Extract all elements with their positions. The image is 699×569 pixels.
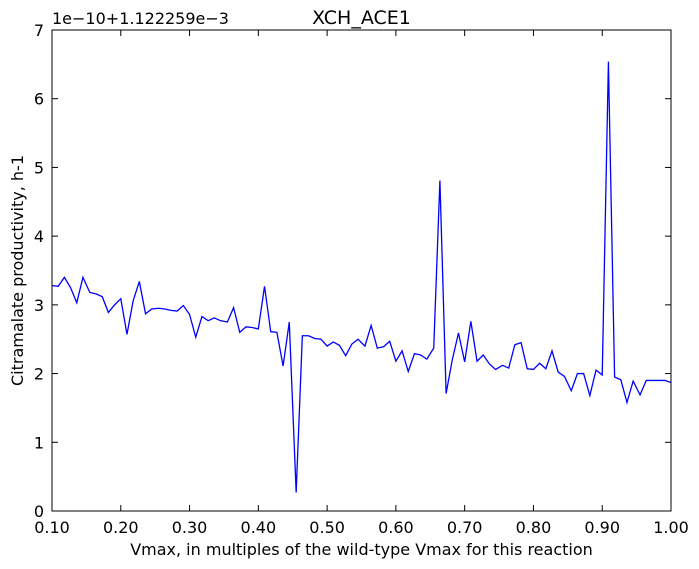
- y-axis-label: Citramalate productivity, h-1: [8, 155, 27, 386]
- y-tick-label: 3: [34, 296, 44, 315]
- y-tick-label: 0: [34, 502, 44, 521]
- y-tick-label: 4: [34, 227, 44, 246]
- x-tick-label: 0.20: [103, 518, 139, 537]
- x-tick-label: 0.60: [378, 518, 414, 537]
- series-line: [51, 61, 672, 493]
- x-tick-label: 0.40: [241, 518, 277, 537]
- x-tick-label: 0.30: [172, 518, 208, 537]
- chart-title: XCH_ACE1: [312, 7, 411, 29]
- x-axis-label: Vmax, in multiples of the wild-type Vmax…: [130, 540, 593, 559]
- x-tick-label: 1.00: [653, 518, 689, 537]
- plot-frame: [51, 29, 672, 512]
- y-tick-label: 2: [34, 365, 44, 384]
- y-tick-label: 5: [34, 158, 44, 177]
- y-tick-label: 7: [34, 21, 44, 40]
- axis-ticks: [51, 29, 672, 512]
- x-tick-label: 0.50: [309, 518, 345, 537]
- y-tick-label: 6: [34, 90, 44, 109]
- tick-labels: 0.10 0.20 0.30 0.40 0.50 0.60 0.70 0.80 0.90 1.00…: [34, 21, 689, 537]
- x-tick-label: 0.90: [584, 518, 620, 537]
- offset-text: 1e−10+1.122259e−3: [52, 9, 229, 28]
- x-tick-label: 0.10: [34, 518, 70, 537]
- y-tick-label: 1: [34, 433, 44, 452]
- x-tick-label: 0.80: [516, 518, 552, 537]
- x-tick-label: 0.70: [447, 518, 483, 537]
